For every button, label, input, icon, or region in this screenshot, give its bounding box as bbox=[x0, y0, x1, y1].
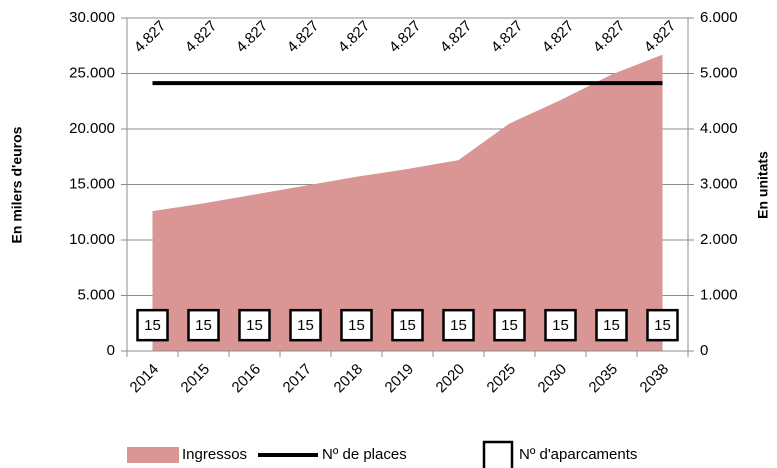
data-label: 4.827 bbox=[284, 17, 323, 56]
y-axis-title: En milers d'euros bbox=[9, 126, 25, 243]
y-tick-label: 25.000 bbox=[69, 64, 115, 81]
legend-swatch bbox=[482, 440, 514, 468]
box-marker bbox=[289, 308, 322, 342]
data-label: 15 bbox=[654, 317, 671, 334]
x-tick-label: 2035 bbox=[586, 361, 622, 397]
x-tick-label: 2019 bbox=[382, 361, 418, 397]
y2-tick-label: 3.000 bbox=[700, 175, 738, 192]
y-tick-label: 20.000 bbox=[69, 120, 115, 137]
legend-swatch bbox=[127, 447, 179, 463]
box-marker bbox=[391, 308, 424, 342]
box-marker bbox=[187, 308, 220, 342]
y2-tick-label: 2.000 bbox=[700, 231, 738, 248]
data-label: 15 bbox=[246, 317, 263, 334]
box-marker bbox=[493, 308, 526, 342]
data-label: 4.827 bbox=[488, 17, 527, 56]
data-label: 15 bbox=[399, 317, 416, 334]
x-tick-label: 2015 bbox=[178, 361, 214, 397]
x-tick-label: 2025 bbox=[484, 361, 520, 397]
box-marker bbox=[136, 308, 169, 342]
y-tick-label: 10.000 bbox=[69, 231, 115, 248]
box-marker bbox=[646, 308, 679, 342]
data-label: 4.827 bbox=[641, 17, 680, 56]
data-label: 4.827 bbox=[131, 17, 170, 56]
data-label: 15 bbox=[144, 317, 161, 334]
box-marker bbox=[595, 308, 628, 342]
y2-axis-title: En unitats bbox=[755, 151, 771, 219]
data-label: 15 bbox=[603, 317, 620, 334]
y-tick-label: 0 bbox=[107, 342, 115, 359]
data-label: 15 bbox=[552, 317, 569, 334]
y-tick-label: 30.000 bbox=[69, 9, 115, 26]
x-tick-label: 2030 bbox=[535, 361, 571, 397]
data-label: 15 bbox=[297, 317, 314, 334]
data-label: 4.827 bbox=[437, 17, 476, 56]
x-tick-label: 2038 bbox=[637, 361, 673, 397]
data-label: 4.827 bbox=[386, 17, 425, 56]
x-tick-label: 2014 bbox=[127, 361, 163, 397]
data-label: 15 bbox=[348, 317, 365, 334]
y2-tick-label: 1.000 bbox=[700, 286, 738, 303]
box-marker bbox=[544, 308, 577, 342]
box-marker bbox=[442, 308, 475, 342]
data-label: 4.827 bbox=[335, 17, 374, 56]
y2-tick-label: 5.000 bbox=[700, 64, 738, 81]
legend-label: Nº d'aparcaments bbox=[519, 446, 637, 463]
legend-label: Ingressos bbox=[182, 446, 247, 463]
y-tick-label: 15.000 bbox=[69, 175, 115, 192]
data-label: 15 bbox=[450, 317, 467, 334]
data-label: 4.827 bbox=[590, 17, 629, 56]
x-tick-label: 2020 bbox=[433, 361, 469, 397]
x-tick-label: 2018 bbox=[331, 361, 367, 397]
x-tick-label: 2017 bbox=[280, 361, 316, 397]
y2-tick-label: 6.000 bbox=[700, 9, 738, 26]
x-tick-label: 2016 bbox=[229, 361, 265, 397]
box-marker bbox=[238, 308, 271, 342]
box-marker bbox=[340, 308, 373, 342]
data-label: 15 bbox=[501, 317, 518, 334]
data-label: 15 bbox=[195, 317, 212, 334]
area bbox=[152, 54, 663, 351]
data-label: 4.827 bbox=[182, 17, 221, 56]
y2-tick-label: 0 bbox=[700, 342, 708, 359]
data-label: 4.827 bbox=[233, 17, 272, 56]
legend-label: Nº de places bbox=[322, 446, 407, 463]
y2-tick-label: 4.000 bbox=[700, 120, 738, 137]
data-label: 4.827 bbox=[539, 17, 578, 56]
y-tick-label: 5.000 bbox=[77, 286, 115, 303]
